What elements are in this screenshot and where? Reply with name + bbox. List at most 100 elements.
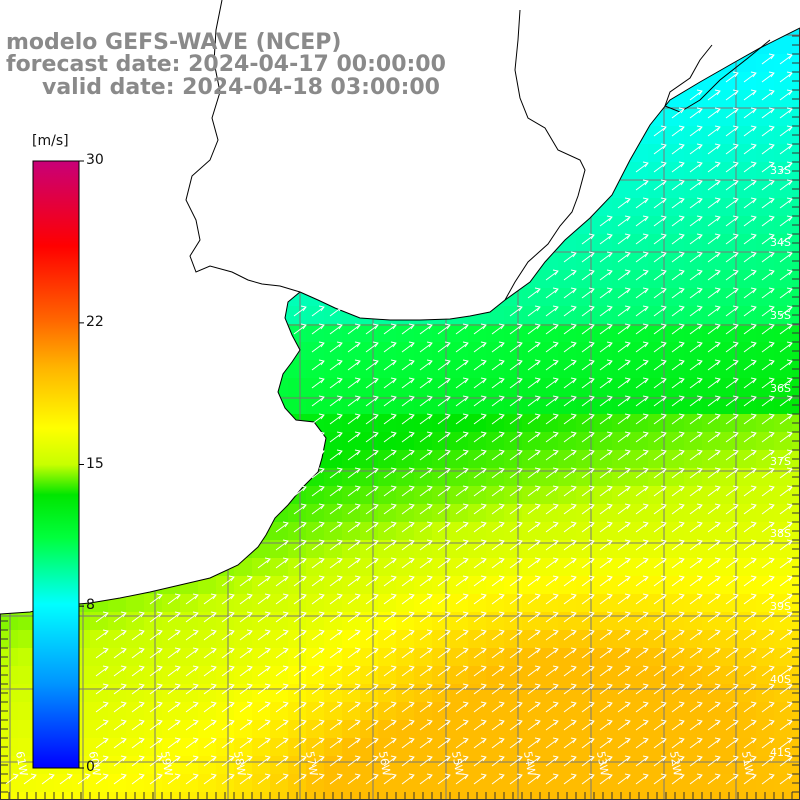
wind-arrow: [707, 324, 721, 335]
wind-arrow-head: [696, 665, 703, 672]
wind-arrow-head: [534, 395, 541, 402]
wind-arrow-head: [390, 377, 397, 384]
wind-arrow: [743, 126, 757, 137]
wind-arrow: [563, 342, 577, 353]
wind-arrow-head: [498, 611, 505, 618]
wind-arrow: [653, 396, 667, 407]
wind-arrow: [743, 342, 757, 353]
wind-arrow-head: [768, 701, 775, 708]
wind-arrow-head: [498, 539, 505, 546]
wind-arrow-head: [462, 557, 469, 564]
wind-arrow: [383, 450, 397, 461]
wind-arrow: [383, 738, 397, 749]
wind-arrow: [743, 360, 757, 371]
wind-arrow-head: [588, 611, 595, 618]
wind-arrow-head: [534, 377, 541, 384]
wind-arrow-head: [444, 557, 451, 564]
wind-arrow-head: [390, 737, 397, 744]
wind-arrow-head: [786, 287, 793, 294]
wind-arrow-head: [552, 305, 559, 312]
wind-arrow-head: [642, 647, 649, 654]
wind-arrow-head: [642, 575, 649, 582]
wind-arrow: [473, 558, 487, 569]
wind-arrow-head: [516, 611, 523, 618]
wind-arrow: [473, 486, 487, 497]
wind-arrow-head: [624, 629, 631, 636]
wind-arrow-head: [660, 593, 667, 600]
wind-arrow: [383, 594, 397, 605]
wind-arrow-head: [480, 521, 487, 528]
wind-arrow: [257, 594, 271, 605]
wind-arrow: [149, 738, 163, 749]
wind-arrow: [455, 450, 469, 461]
wind-arrow-head: [768, 431, 775, 438]
wind-arrow-head: [624, 431, 631, 438]
wind-arrow-head: [282, 575, 289, 582]
wind-arrow: [257, 684, 271, 695]
wind-arrow: [581, 450, 595, 461]
wind-arrow-head: [390, 503, 397, 510]
wind-arrow: [563, 252, 577, 263]
wind-arrow: [455, 414, 469, 425]
wind-arrow-head: [408, 719, 415, 726]
wind-arrow: [671, 108, 685, 119]
wind-arrow: [779, 774, 793, 785]
lagoon-line: [664, 39, 771, 113]
wind-arrow-head: [642, 395, 649, 402]
wind-arrow: [311, 756, 325, 767]
wind-arrow: [491, 684, 505, 695]
wind-arrow-head: [732, 719, 739, 726]
wind-arrow-head: [390, 485, 397, 492]
wind-arrow: [563, 486, 577, 497]
wind-arrow: [581, 486, 595, 497]
wind-arrow-head: [372, 683, 379, 690]
wind-arrow-head: [336, 665, 343, 672]
wind-arrow: [203, 774, 217, 785]
wind-arrow-head: [732, 593, 739, 600]
longitude-label: 61W: [13, 750, 30, 777]
wind-arrow-head: [372, 377, 379, 384]
wind-arrow: [689, 702, 703, 713]
wind-arrow: [779, 666, 793, 677]
wind-arrow: [671, 342, 685, 353]
wind-arrow-head: [462, 737, 469, 744]
wind-arrow-head: [642, 539, 649, 546]
wind-arrow: [617, 378, 631, 389]
wind-arrow-head: [696, 107, 703, 114]
wind-arrow: [311, 414, 325, 425]
wind-arrow-head: [336, 431, 343, 438]
wind-arrow: [779, 594, 793, 605]
wind-arrow: [203, 702, 217, 713]
wind-arrow-head: [570, 251, 577, 258]
wind-arrow-head: [480, 629, 487, 636]
wind-arrow: [653, 756, 667, 767]
wind-arrow-head: [750, 179, 757, 186]
wind-arrow: [743, 522, 757, 533]
wind-arrow: [545, 630, 559, 641]
wind-arrow-head: [498, 323, 505, 330]
wind-arrow-head: [786, 53, 793, 60]
wind-arrow: [725, 756, 739, 767]
wind-arrow-head: [390, 593, 397, 600]
wind-arrow: [365, 594, 379, 605]
wind-arrow: [743, 666, 757, 677]
wind-arrow: [149, 720, 163, 731]
wind-arrow: [707, 144, 721, 155]
wind-arrow-head: [732, 647, 739, 654]
wind-arrow: [437, 468, 451, 479]
wind-arrow-head: [480, 359, 487, 366]
wind-arrow-head: [678, 143, 685, 150]
wind-arrow-head: [786, 611, 793, 618]
wind-arrow: [383, 576, 397, 587]
wind-arrow-head: [570, 521, 577, 528]
wind-arrow-head: [552, 557, 559, 564]
wind-arrow: [455, 702, 469, 713]
wind-arrow: [725, 558, 739, 569]
wind-arrow-head: [498, 521, 505, 528]
wind-arrow-head: [660, 773, 667, 780]
wind-arrow: [581, 612, 595, 623]
wind-arrow: [347, 378, 361, 389]
wind-arrow-head: [480, 737, 487, 744]
wind-arrow-head: [660, 287, 667, 294]
wind-arrow-head: [318, 449, 325, 456]
